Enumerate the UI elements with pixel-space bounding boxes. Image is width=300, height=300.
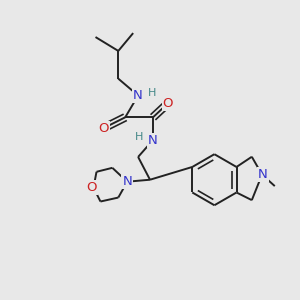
Text: H: H [135,132,143,142]
Text: N: N [258,168,268,181]
Text: N: N [148,134,158,147]
Text: O: O [86,181,97,194]
Text: N: N [122,175,132,188]
Text: N: N [133,89,143,102]
Text: O: O [98,122,109,135]
Text: H: H [148,88,156,98]
Text: O: O [163,97,173,110]
